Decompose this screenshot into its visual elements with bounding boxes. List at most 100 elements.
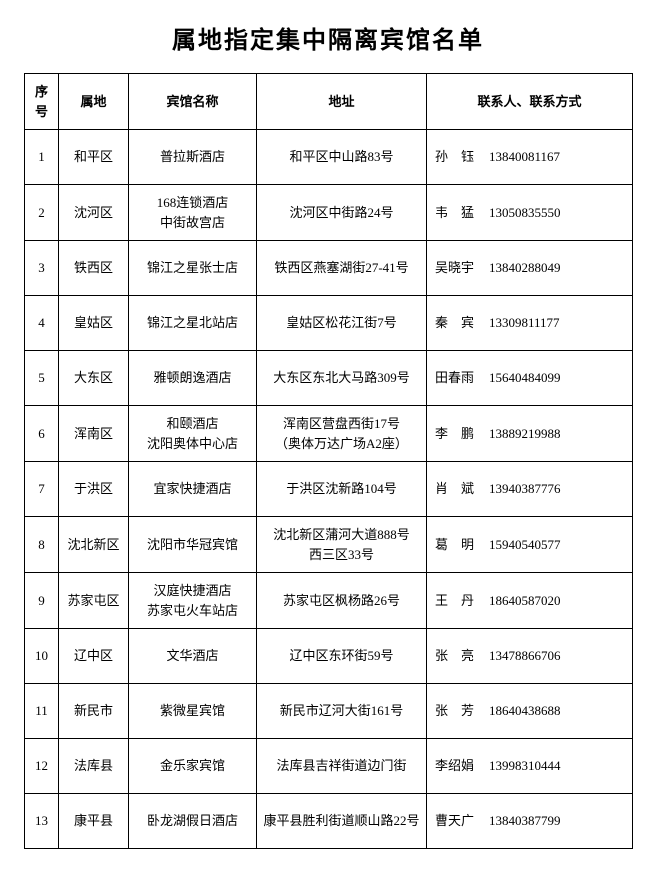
table-row: 7于洪区宜家快捷酒店于洪区沈新路104号肖 斌13940387776	[25, 462, 633, 517]
contact-phone: 13050835550	[489, 203, 561, 223]
contact-name: 李绍娟	[435, 756, 483, 776]
table-row: 12法库县金乐家宾馆法库县吉祥街道边门街李绍娟13998310444	[25, 739, 633, 794]
header-index: 序号	[25, 74, 59, 130]
contact-name: 吴晓宇	[435, 258, 483, 278]
table-row: 5大东区雅顿朗逸酒店大东区东北大马路309号田春雨 15640484099	[25, 351, 633, 406]
table-row: 3铁西区锦江之星张士店铁西区燕塞湖街27-41号吴晓宇 13840288049	[25, 241, 633, 296]
cell-contact: 张 亮13478866706	[427, 629, 633, 684]
contact-phone: 18640438688	[489, 701, 561, 721]
cell-hotel: 和颐酒店沈阳奥体中心店	[129, 406, 257, 462]
cell-index: 1	[25, 130, 59, 185]
cell-address: 浑南区营盘西街17号（奥体万达广场A2座）	[257, 406, 427, 462]
table-row: 6浑南区和颐酒店沈阳奥体中心店浑南区营盘西街17号（奥体万达广场A2座）李 鹏1…	[25, 406, 633, 462]
cell-index: 11	[25, 684, 59, 739]
cell-index: 8	[25, 517, 59, 573]
cell-district: 浑南区	[59, 406, 129, 462]
cell-district: 法库县	[59, 739, 129, 794]
cell-contact: 秦 宾 13309811177	[427, 296, 633, 351]
header-hotel: 宾馆名称	[129, 74, 257, 130]
cell-district: 苏家屯区	[59, 573, 129, 629]
page-title: 属地指定集中隔离宾馆名单	[24, 20, 632, 55]
contact-name: 曹天广	[435, 811, 483, 831]
cell-contact: 葛 明 15940540577	[427, 517, 633, 573]
cell-index: 13	[25, 794, 59, 849]
contact-phone: 13889219988	[489, 424, 561, 444]
cell-contact: 张 芳 18640438688	[427, 684, 633, 739]
cell-address: 法库县吉祥街道边门街	[257, 739, 427, 794]
contact-phone: 13309811177	[489, 313, 560, 333]
contact-name: 李 鹏	[435, 424, 483, 444]
cell-hotel: 紫微星宾馆	[129, 684, 257, 739]
cell-district: 皇姑区	[59, 296, 129, 351]
cell-address: 苏家屯区枫杨路26号	[257, 573, 427, 629]
cell-district: 铁西区	[59, 241, 129, 296]
cell-address: 新民市辽河大街161号	[257, 684, 427, 739]
cell-contact: 李绍娟13998310444	[427, 739, 633, 794]
table-row: 11新民市紫微星宾馆新民市辽河大街161号张 芳 18640438688	[25, 684, 633, 739]
cell-district: 新民市	[59, 684, 129, 739]
contact-name: 孙 钰	[435, 147, 483, 167]
cell-index: 12	[25, 739, 59, 794]
contact-name: 张 芳	[435, 701, 483, 721]
cell-index: 10	[25, 629, 59, 684]
cell-index: 3	[25, 241, 59, 296]
cell-index: 4	[25, 296, 59, 351]
cell-hotel: 汉庭快捷酒店苏家屯火车站店	[129, 573, 257, 629]
hotels-table: 序号 属地 宾馆名称 地址 联系人、联系方式 1和平区普拉斯酒店和平区中山路83…	[24, 73, 633, 849]
cell-address: 康平县胜利街道顺山路22号	[257, 794, 427, 849]
contact-phone: 18640587020	[489, 591, 561, 611]
cell-district: 于洪区	[59, 462, 129, 517]
table-row: 10辽中区文华酒店辽中区东环街59号张 亮13478866706	[25, 629, 633, 684]
cell-address: 大东区东北大马路309号	[257, 351, 427, 406]
table-body: 1和平区普拉斯酒店和平区中山路83号孙 钰 13840081167 2沈河区168连…	[25, 130, 633, 849]
table-row: 13康平县卧龙湖假日酒店康平县胜利街道顺山路22号曹天广13840387799	[25, 794, 633, 849]
cell-index: 2	[25, 185, 59, 241]
contact-phone: 15940540577	[489, 535, 561, 555]
contact-phone: 15640484099	[489, 368, 561, 388]
cell-district: 和平区	[59, 130, 129, 185]
cell-district: 沈河区	[59, 185, 129, 241]
contact-name: 韦 猛	[435, 203, 483, 223]
contact-name: 王 丹	[435, 591, 483, 611]
contact-phone: 13940387776	[489, 479, 561, 499]
cell-contact: 王 丹 18640587020	[427, 573, 633, 629]
contact-phone: 13840387799	[489, 811, 561, 831]
contact-name: 田春雨	[435, 368, 483, 388]
header-address: 地址	[257, 74, 427, 130]
cell-district: 大东区	[59, 351, 129, 406]
cell-district: 辽中区	[59, 629, 129, 684]
cell-hotel: 沈阳市华冠宾馆	[129, 517, 257, 573]
cell-hotel: 文华酒店	[129, 629, 257, 684]
cell-contact: 肖 斌 13940387776	[427, 462, 633, 517]
cell-address: 沈河区中街路24号	[257, 185, 427, 241]
cell-hotel: 锦江之星张士店	[129, 241, 257, 296]
cell-hotel: 雅顿朗逸酒店	[129, 351, 257, 406]
table-header-row: 序号 属地 宾馆名称 地址 联系人、联系方式	[25, 74, 633, 130]
cell-address: 皇姑区松花江街7号	[257, 296, 427, 351]
contact-name: 秦 宾	[435, 313, 483, 333]
cell-index: 5	[25, 351, 59, 406]
contact-phone: 13478866706	[489, 646, 561, 666]
cell-address: 沈北新区蒲河大道888号西三区33号	[257, 517, 427, 573]
contact-name: 葛 明	[435, 535, 483, 555]
header-contact: 联系人、联系方式	[427, 74, 633, 130]
cell-hotel: 168连锁酒店中街故宫店	[129, 185, 257, 241]
table-row: 4皇姑区锦江之星北站店皇姑区松花江街7号秦 宾 13309811177	[25, 296, 633, 351]
cell-hotel: 卧龙湖假日酒店	[129, 794, 257, 849]
contact-name: 肖 斌	[435, 479, 483, 499]
cell-contact: 李 鹏 13889219988	[427, 406, 633, 462]
table-row: 1和平区普拉斯酒店和平区中山路83号孙 钰 13840081167	[25, 130, 633, 185]
table-row: 8沈北新区沈阳市华冠宾馆沈北新区蒲河大道888号西三区33号葛 明1594054…	[25, 517, 633, 573]
cell-hotel: 普拉斯酒店	[129, 130, 257, 185]
cell-address: 铁西区燕塞湖街27-41号	[257, 241, 427, 296]
contact-phone: 13840288049	[489, 258, 561, 278]
cell-contact: 韦 猛 13050835550	[427, 185, 633, 241]
cell-hotel: 金乐家宾馆	[129, 739, 257, 794]
cell-address: 辽中区东环街59号	[257, 629, 427, 684]
cell-contact: 孙 钰 13840081167	[427, 130, 633, 185]
table-row: 2沈河区168连锁酒店中街故宫店沈河区中街路24号韦 猛 13050835550	[25, 185, 633, 241]
cell-hotel: 锦江之星北站店	[129, 296, 257, 351]
contact-phone: 13840081167	[489, 147, 560, 167]
cell-hotel: 宜家快捷酒店	[129, 462, 257, 517]
cell-address: 和平区中山路83号	[257, 130, 427, 185]
